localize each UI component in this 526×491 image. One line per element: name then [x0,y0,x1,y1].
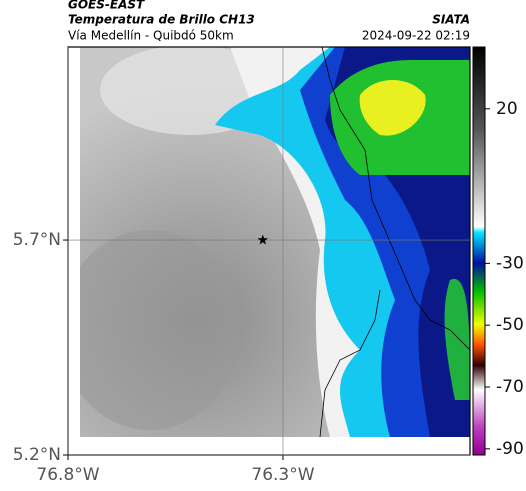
axes: 76.8°W 76.3°W 5.2°N 5.7°N [13,47,470,485]
route: Vía Medellín - Quibdó 50km [68,29,234,43]
colorbar [472,46,486,456]
colorbar-ticks: 20 -30 -50 -70 -90 [485,99,524,459]
source: GOES-EAST [68,0,145,12]
x-tick-label: 76.8°W [36,465,99,485]
title: Temperatura de Brillo CH13 [68,13,255,27]
header: GOES-EAST Temperatura de Brillo CH13 Vía… [68,0,470,43]
colorbar-tick-label: -90 [496,439,524,459]
station-marker [257,234,268,245]
colorbar-tick-label: 20 [496,99,518,119]
y-tick-label: 5.2°N [13,445,61,465]
imagery [80,47,470,437]
colorbar-tick-label: -30 [496,253,524,273]
colorbar-tick-label: -70 [496,377,524,397]
x-tick-label: 76.3°W [251,465,314,485]
colorbar-tick-label: -50 [496,315,524,335]
y-tick-label: 5.7°N [13,230,61,250]
timestamp: 2024-09-22 02:19 [362,29,470,43]
org: SIATA [432,13,470,27]
